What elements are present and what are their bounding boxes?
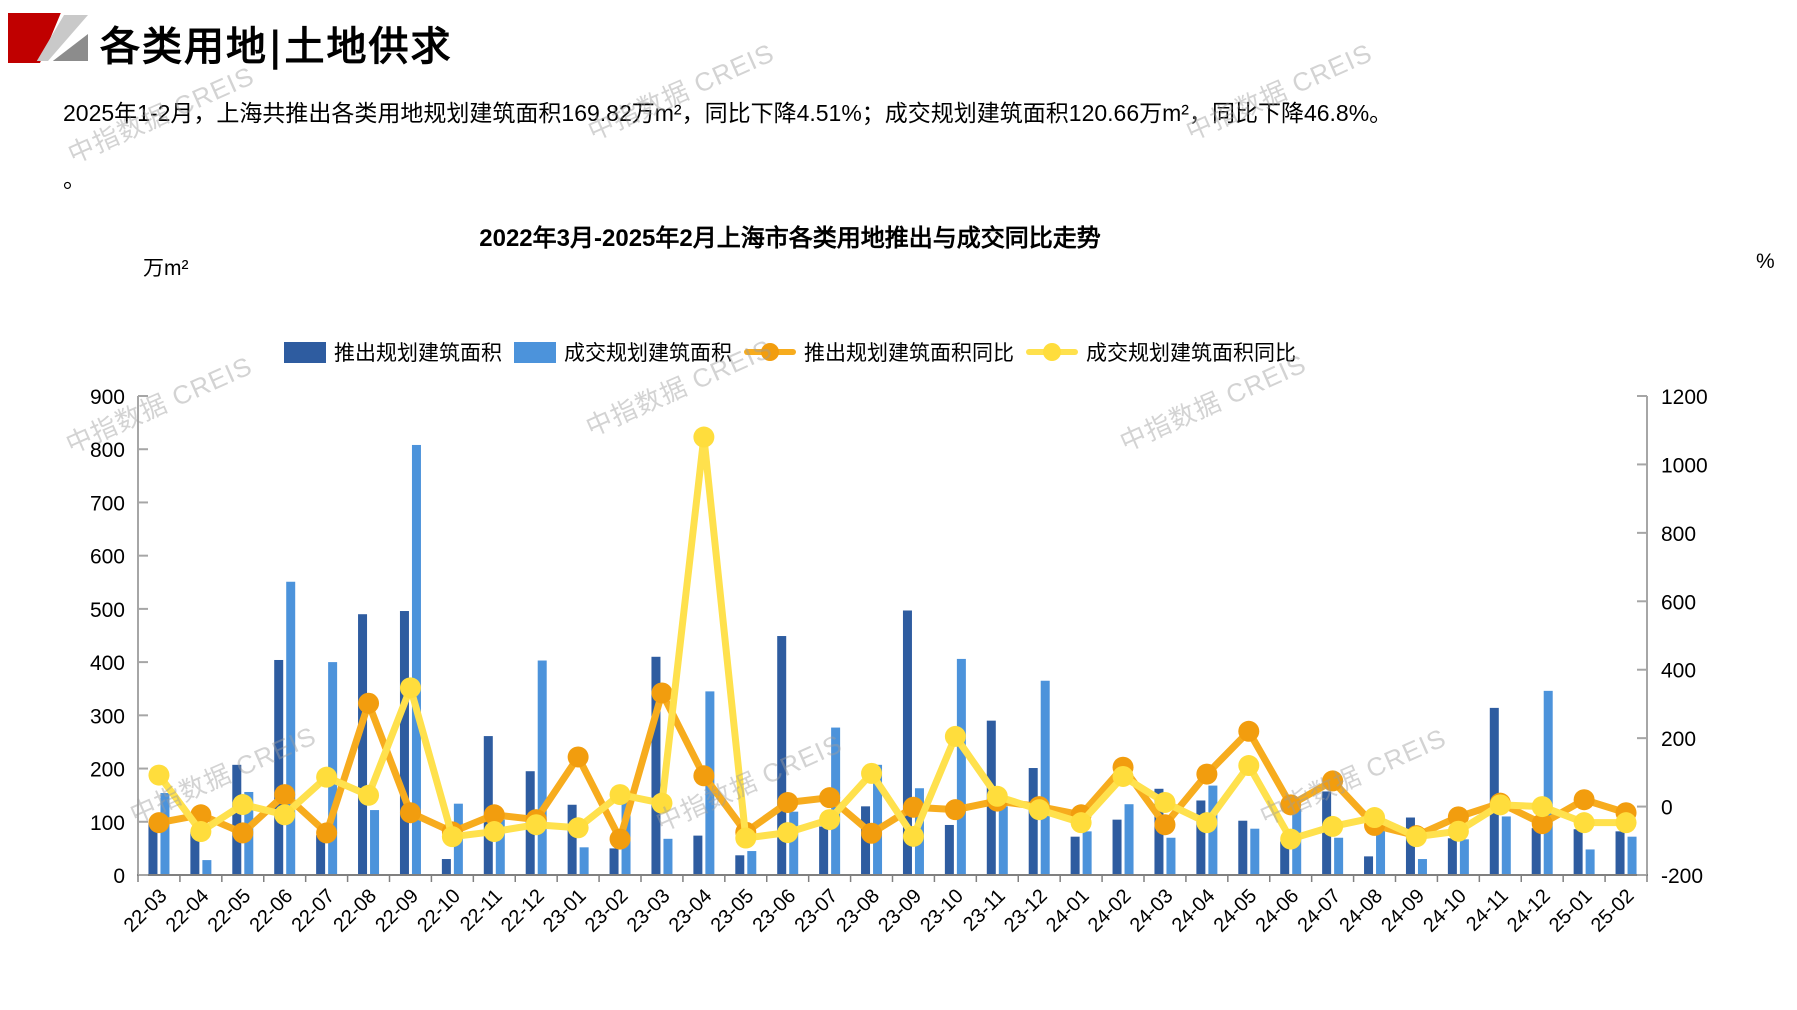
svg-text:24-11: 24-11 [1462, 885, 1513, 936]
svg-text:0: 0 [1661, 797, 1673, 820]
combo-chart: 0 100 200 300 400 500 600 700 800 900 -200 0 200 400 6… [90, 386, 1708, 937]
legend-swatch-light-bar-icon [514, 341, 556, 363]
svg-text:500: 500 [90, 599, 125, 622]
svg-text:900: 900 [90, 386, 125, 409]
svg-text:22-10: 22-10 [413, 885, 465, 937]
svg-text:700: 700 [90, 492, 125, 515]
svg-text:23-01: 23-01 [539, 885, 591, 937]
svg-text:24-02: 24-02 [1084, 885, 1136, 937]
svg-text:25-02: 25-02 [1587, 885, 1639, 937]
chart-title: 2022年3月-2025年2月上海市各类用地推出与成交同比走势 [479, 225, 1101, 252]
svg-text:24-12: 24-12 [1503, 885, 1555, 937]
legend-label: 推出规划建筑面积 [334, 342, 502, 365]
svg-text:-200: -200 [1661, 865, 1703, 888]
svg-text:24-01: 24-01 [1042, 885, 1094, 937]
legend-label: 成交规划建筑面积 [564, 342, 732, 365]
svg-text:23-02: 23-02 [581, 885, 633, 937]
svg-text:23-05: 23-05 [707, 885, 759, 937]
watermark: 中指数据 CREIS [1181, 37, 1377, 147]
svg-text:22-11: 22-11 [456, 885, 507, 936]
svg-text:1200: 1200 [1661, 386, 1708, 409]
svg-text:24-07: 24-07 [1293, 885, 1345, 937]
svg-text:25-01: 25-01 [1545, 885, 1597, 937]
svg-text:800: 800 [90, 439, 125, 462]
svg-text:24-03: 24-03 [1126, 885, 1178, 937]
svg-text:22-12: 22-12 [497, 885, 549, 937]
svg-text:600: 600 [1661, 591, 1696, 614]
svg-text:22-06: 22-06 [246, 885, 298, 937]
svg-text:23-08: 23-08 [832, 885, 884, 937]
legend-item-launched-yoy: 推出规划建筑面积同比 [744, 337, 1014, 367]
svg-text:24-10: 24-10 [1419, 885, 1471, 937]
svg-text:23-03: 23-03 [623, 885, 675, 937]
summary-paragraph: 2025年1-2月，上海共推出各类用地规划建筑面积169.82万m²，同比下降4… [63, 100, 1393, 126]
svg-text:24-04: 24-04 [1168, 885, 1220, 937]
svg-text:24-09: 24-09 [1377, 885, 1429, 937]
svg-text:22-07: 22-07 [287, 885, 339, 937]
svg-text:400: 400 [1661, 660, 1696, 683]
svg-text:22-09: 22-09 [371, 885, 423, 937]
svg-text:200: 200 [90, 759, 125, 782]
svg-text:600: 600 [90, 546, 125, 569]
creis-logo [8, 13, 88, 63]
svg-text:23-07: 23-07 [790, 885, 842, 937]
svg-text:300: 300 [90, 705, 125, 728]
svg-text:23-04: 23-04 [665, 885, 717, 937]
page-title: 各类用地|土地供求 [100, 23, 453, 70]
watermark: 中指数据 CREIS [583, 37, 779, 147]
left-axis-unit: 万m² [143, 257, 189, 280]
legend-item-sold-yoy: 成交规划建筑面积同比 [1026, 337, 1296, 367]
svg-text:200: 200 [1661, 728, 1696, 751]
svg-text:24-06: 24-06 [1252, 885, 1304, 937]
svg-text:23-11: 23-11 [959, 885, 1010, 936]
svg-text:100: 100 [90, 812, 125, 835]
svg-text:23-06: 23-06 [749, 885, 801, 937]
svg-text:1000: 1000 [1661, 454, 1708, 477]
legend-label: 成交规划建筑面积同比 [1086, 342, 1296, 365]
legend-swatch-yellow-line-icon [1026, 341, 1078, 363]
svg-text:24-08: 24-08 [1335, 885, 1387, 937]
summary-paragraph-overflow: 。 [63, 166, 86, 192]
svg-text:0: 0 [113, 865, 125, 888]
legend-swatch-orange-line-icon [744, 341, 796, 363]
svg-text:23-10: 23-10 [916, 885, 968, 937]
chart-legend: 推出规划建筑面积 成交规划建筑面积 推出规划建筑面积同比 成交规划建筑面积同比 [0, 337, 1580, 367]
svg-text:23-12: 23-12 [1000, 885, 1052, 937]
svg-text:22-08: 22-08 [329, 885, 381, 937]
right-axis-unit: % [1756, 250, 1775, 273]
svg-text:400: 400 [90, 652, 125, 675]
svg-text:22-04: 22-04 [162, 885, 214, 937]
svg-text:24-05: 24-05 [1210, 885, 1262, 937]
svg-text:800: 800 [1661, 523, 1696, 546]
svg-text:22-03: 22-03 [120, 885, 172, 937]
legend-label: 推出规划建筑面积同比 [804, 342, 1014, 365]
svg-text:23-09: 23-09 [874, 885, 926, 937]
legend-item-sold-area: 成交规划建筑面积 [514, 337, 732, 367]
svg-text:22-05: 22-05 [204, 885, 256, 937]
legend-swatch-dark-bar-icon [284, 341, 326, 363]
legend-item-launched-area: 推出规划建筑面积 [284, 337, 502, 367]
